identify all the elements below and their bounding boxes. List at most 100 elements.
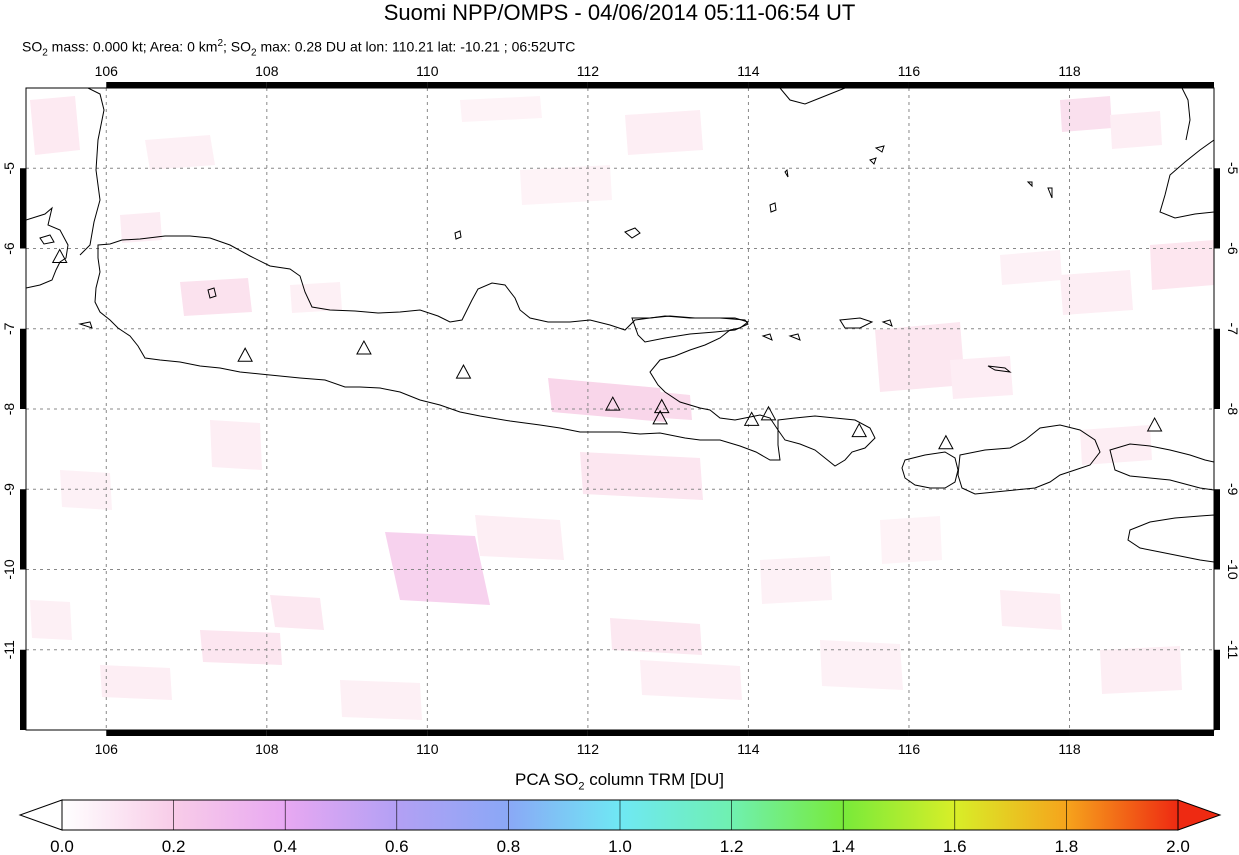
colorbar-tick-label: 1.4: [831, 837, 855, 855]
so2-pixel: [1110, 111, 1162, 149]
lon-tick-label-top: 110: [416, 63, 439, 79]
frame-bar-top-end: [1069, 82, 1214, 88]
lat-tick-label-right: -10: [1225, 559, 1239, 579]
lat-tick-label-left: -6: [1, 242, 17, 255]
frame-bar-top: [908, 82, 1070, 88]
triangle-icon: [653, 398, 670, 414]
triangle-icon: [604, 396, 621, 411]
so2-pixel: [30, 600, 72, 640]
so2-pixel: [520, 165, 612, 205]
so2-pixel: [270, 595, 324, 630]
so2-pixel: [1150, 240, 1214, 290]
colorbar-tick-label: 1.0: [608, 837, 632, 855]
so2-pixel: [548, 378, 665, 422]
so2-pixel: [210, 420, 262, 470]
triangle-icon: [1146, 416, 1163, 432]
lat-tick-label-right: -8: [1225, 403, 1239, 416]
so2-pixel: [100, 665, 172, 700]
triangle-icon: [743, 411, 760, 426]
coastline-java: [94, 235, 781, 461]
coastline-sumatra: [26, 206, 69, 289]
so2-pixel: [1000, 250, 1062, 285]
frame-bar-top: [748, 82, 909, 88]
lon-tick-label-bottom: 106: [95, 741, 119, 757]
so2-pixel: [1060, 270, 1133, 315]
coastline-borneo-tip: [779, 88, 846, 105]
frame-bar-bottom: [106, 730, 267, 736]
coastline-sumbawa: [957, 424, 1101, 495]
colorbar-over-arrow: [1177, 799, 1222, 831]
coastline-sumatra-east: [79, 88, 105, 256]
coastline-sumba: [1127, 514, 1214, 563]
frame-bar-bottom: [748, 730, 909, 736]
colorbar-tick-label: 0.2: [162, 837, 186, 855]
frame-bar-bottom-end: [1069, 730, 1214, 736]
triangle-icon: [652, 409, 668, 425]
map-title: Suomi NPP/OMPS - 04/06/2014 05:11-06:54 …: [383, 0, 856, 25]
so2-pixel: [200, 630, 282, 665]
triangle-icon: [51, 248, 68, 264]
triangle-icon: [455, 364, 472, 379]
so2-pixel: [820, 640, 903, 690]
so2-pixel: [30, 96, 80, 155]
lat-tick-label-right: -7: [1225, 323, 1239, 336]
lat-tick-label-left: -10: [1, 559, 17, 579]
lon-tick-label-bottom: 112: [577, 741, 600, 757]
lon-tick-label-bottom: 110: [416, 741, 439, 757]
so2-pixel: [460, 96, 542, 122]
so2-pixel: [1060, 96, 1112, 132]
colorbar-label: PCA SO2 column TRM [DU]: [515, 770, 724, 793]
colorbar-tick-label: 0.6: [385, 837, 409, 855]
triangle-icon: [851, 422, 868, 438]
so2-pixel: [760, 556, 832, 604]
volcano-markers: [51, 248, 1163, 450]
so2-pixel: [1000, 590, 1062, 630]
frame-bar-left: [20, 168, 26, 249]
triangle-icon: [760, 405, 777, 421]
lat-tick-label-left: -8: [1, 403, 17, 416]
axis-tick-labels: 106 106 108 108 110 110 112 112 114 114 116 116 118 1…: [1, 63, 1239, 757]
lon-tick-label-bottom: 116: [898, 741, 921, 757]
colorbar-under-arrow: [18, 799, 63, 831]
lat-tick-label-right: -6: [1225, 242, 1239, 255]
lat-lon-grid: [26, 88, 1214, 730]
coastline-kangean: [839, 317, 874, 329]
frame-bar-left: [20, 328, 26, 409]
frame-bar-bottom: [908, 730, 1070, 736]
coastline-madura: [631, 315, 749, 343]
frame-bar-bottom: [427, 730, 588, 736]
frame-bar-left: [20, 489, 26, 570]
so2-pixel: [625, 110, 703, 155]
colorbar-tick-label: 0.8: [497, 837, 521, 855]
so2-pixel: [610, 618, 702, 655]
lat-tick-label-right: -9: [1225, 483, 1239, 496]
frame-bar-top: [587, 82, 749, 88]
colorbar-tick-label: 1.2: [720, 837, 744, 855]
frame-bar-right: [1214, 328, 1220, 409]
coastline-kalimantan-north: [1181, 88, 1191, 141]
frame-bar-left: [20, 649, 26, 730]
so2-pixel: [1100, 646, 1182, 694]
so2-pixel-field: [30, 96, 1214, 720]
frame-bar-top: [266, 82, 428, 88]
lon-tick-label-top: 106: [95, 63, 119, 79]
so2-summary: SO2 mass: 0.000 kt; Area: 0 km2; SO2 max…: [22, 38, 576, 59]
so2-pixel: [640, 660, 742, 700]
frame-bar-top: [427, 82, 588, 88]
colorbar-tick-label: 1.6: [943, 837, 967, 855]
so2-pixel: [145, 135, 215, 170]
so2-pixel: [60, 470, 112, 510]
colorbar-tick-label: 1.8: [1055, 837, 1079, 855]
so2-pixel: [385, 532, 490, 605]
coastline-islets: [39, 145, 1053, 373]
so2-pixel: [580, 452, 703, 500]
so2-pixel: [950, 356, 1013, 399]
so2-pixel: [120, 212, 162, 243]
coastline-karimunjawa: [624, 227, 641, 239]
lat-tick-label-left: -9: [1, 483, 17, 496]
colorbar-tick-label: 0.4: [273, 837, 297, 855]
coastline-bawean: [454, 230, 462, 240]
frame-bar-right: [1214, 489, 1220, 570]
colorbar-tick-label: 0.0: [50, 837, 74, 855]
